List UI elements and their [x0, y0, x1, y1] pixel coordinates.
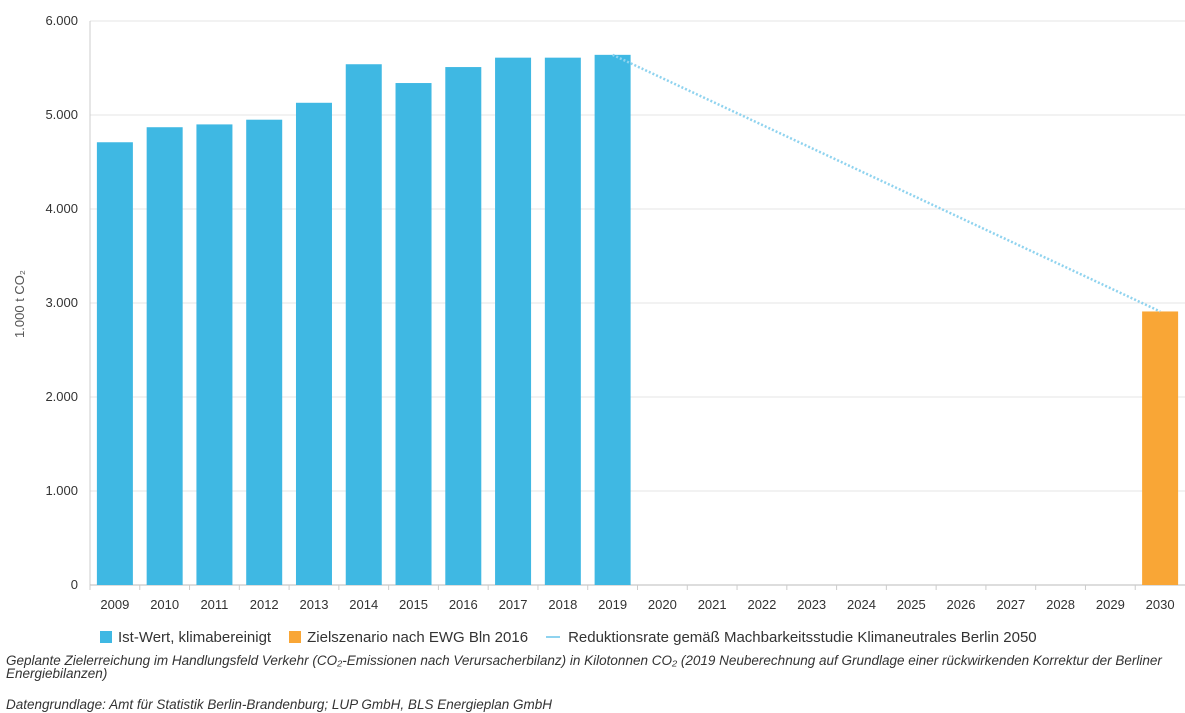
legend-label-ziel: Zielszenario nach EWG Bln 2016: [307, 628, 529, 646]
y-tick-label: 3.000: [45, 295, 78, 310]
x-tick-label: 2015: [399, 597, 428, 612]
legend-item-ist[interactable]: Ist-Wert, klimabereinigt: [100, 629, 271, 646]
bar-2018: [544, 57, 581, 586]
bar-2013: [295, 102, 332, 585]
legend-item-ziel[interactable]: Zielszenario nach EWG Bln 2016: [289, 629, 528, 646]
y-tick-label: 5.000: [45, 107, 78, 122]
chart-caption: Geplante Zielerreichung im Handlungsfeld…: [6, 653, 1162, 681]
x-tick-label: 2023: [797, 597, 826, 612]
x-tick-label: 2017: [499, 597, 528, 612]
bar-2019: [594, 54, 631, 585]
y-tick-label: 4.000: [45, 201, 78, 216]
x-tick-label: 2014: [349, 597, 378, 612]
x-tick-label: 2028: [1046, 597, 1075, 612]
x-tick-label: 2010: [150, 597, 179, 612]
bars: [96, 54, 1179, 586]
x-tick-label: 2022: [747, 597, 776, 612]
y-tick-label: 2.000: [45, 389, 78, 404]
legend-swatch-reduktion: [546, 636, 561, 638]
x-tick-label: 2019: [598, 597, 627, 612]
x-tick-label: 2026: [947, 597, 976, 612]
data-source: Datengrundlage: Amt für Statistik Berlin…: [6, 697, 553, 712]
y-tick-label: 6.000: [45, 13, 78, 28]
bar-2011: [196, 124, 233, 586]
legend-label-ist: Ist-Wert, klimabereinigt: [118, 628, 272, 646]
y-tick-label: 0: [71, 577, 78, 592]
y-axis-title: 1.000 t CO₂: [12, 270, 27, 338]
x-tick-label: 2029: [1096, 597, 1125, 612]
y-tick-label: 1.000: [45, 483, 78, 498]
legend-label-reduktion: Reduktionsrate gemäß Machbarkeitsstudie …: [568, 628, 1037, 646]
x-tick-label: 2024: [847, 597, 876, 612]
tick-labels: 0 1.000 2.000 3.000 4.000 5.000 6.000 1.000 t C…: [12, 13, 1175, 612]
bar-2017: [495, 57, 532, 586]
reduktion-line: [612, 53, 1161, 313]
bar-2012: [246, 119, 283, 585]
x-tick-label: 2013: [300, 597, 329, 612]
chart: 0 1.000 2.000 3.000 4.000 5.000 6.000 1.000 t C…: [12, 13, 1185, 612]
bar-2010: [146, 127, 183, 585]
bar-2030: [1142, 311, 1179, 585]
bar-2014: [345, 64, 382, 586]
legend-swatch-ziel: [289, 631, 302, 643]
x-tick-label: 2018: [548, 597, 577, 612]
x-tick-label: 2027: [996, 597, 1025, 612]
x-tick-label: 2012: [250, 597, 279, 612]
x-tick-label: 2025: [897, 597, 926, 612]
bar-2015: [395, 83, 432, 585]
trend-line: [612, 53, 1161, 313]
bar-2016: [445, 67, 482, 585]
x-tick-label: 2030: [1146, 597, 1175, 612]
x-tick-label: 2020: [648, 597, 677, 612]
legend-item-reduktion[interactable]: Reduktionsrate gemäß Machbarkeitsstudie …: [546, 629, 1037, 646]
legend-swatch-ist: [100, 631, 112, 643]
x-tick-label: 2009: [100, 597, 129, 612]
bar-2009: [96, 142, 133, 585]
legend: Ist-Wert, klimabereinigt Zielszenario na…: [100, 627, 1055, 647]
x-tick-label: 2011: [200, 597, 228, 612]
x-tick-label: 2016: [449, 597, 478, 612]
x-tick-label: 2021: [698, 597, 727, 612]
